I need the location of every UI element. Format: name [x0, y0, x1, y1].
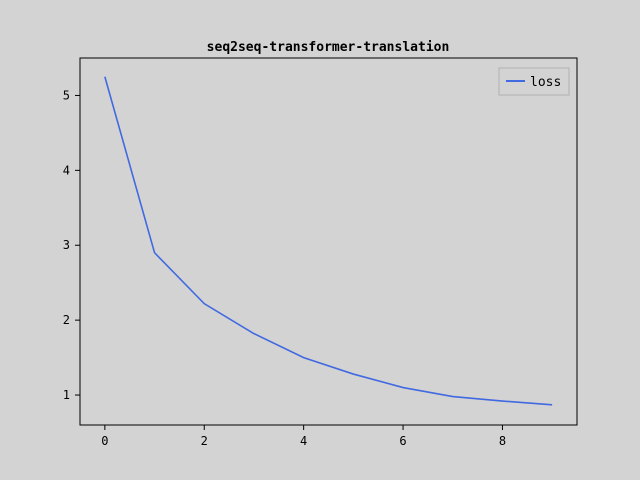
x-tick-label: 2: [201, 434, 208, 448]
x-tick-label: 4: [300, 434, 307, 448]
y-tick-label: 5: [63, 88, 70, 102]
legend: loss: [498, 67, 570, 96]
x-tick-label: 8: [499, 434, 506, 448]
x-axis: 0 2 4 6 8: [101, 425, 506, 448]
series-line-loss: [104, 76, 553, 406]
series-layer: [104, 76, 553, 406]
legend-label-loss: loss: [530, 75, 561, 90]
plot-area: [79, 57, 578, 426]
y-tick-label: 2: [63, 313, 70, 327]
legend-box: [498, 67, 570, 96]
y-tick-label: 1: [63, 388, 70, 402]
y-tick-label: 4: [63, 163, 70, 177]
x-tick-label: 0: [101, 434, 108, 448]
y-axis: 1 2 3 4 5: [63, 88, 80, 402]
y-tick-label: 3: [63, 238, 70, 252]
chart-title: seq2seq-transformer-translation: [207, 40, 450, 55]
x-tick-label: 6: [399, 434, 406, 448]
